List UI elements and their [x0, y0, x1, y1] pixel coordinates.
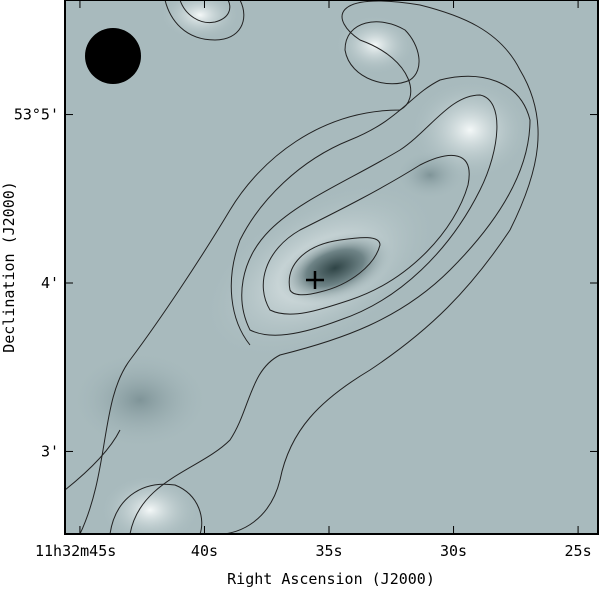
source-marker: [306, 271, 324, 289]
sky-image: [65, 0, 598, 534]
x-tick-label: 25s: [565, 542, 592, 560]
x-tick-label: 30s: [440, 542, 467, 560]
beam: [85, 28, 141, 84]
y-axis-label: Declination (J2000): [0, 181, 18, 353]
x-tick-label: 11h32m45s: [35, 542, 116, 560]
x-axis-label: Right Ascension (J2000): [227, 570, 435, 588]
y-tick-label: 3': [41, 442, 59, 460]
y-tick-label: 53°5': [14, 106, 59, 124]
y-tick-label: 4': [41, 274, 59, 292]
plot-frame: [64, 0, 599, 535]
x-tick-label: 40s: [191, 542, 218, 560]
x-tick-label: 35s: [315, 542, 342, 560]
